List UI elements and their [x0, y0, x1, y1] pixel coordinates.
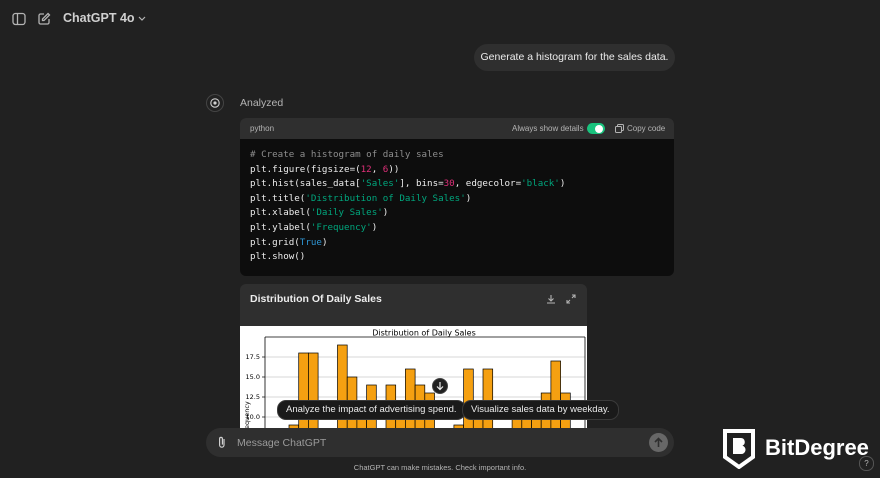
footer: ChatGPT can make mistakes. Check importa… [353, 463, 527, 472]
model-name: ChatGPT 4o [63, 11, 135, 25]
code-line: plt.xlabel('Daily Sales') [250, 207, 388, 218]
code-token: 'Distribution of Daily Sales' [305, 192, 466, 204]
code-language: python [250, 124, 275, 133]
copy-button[interactable]: Copy code [627, 124, 666, 133]
code-token: plt.show() [250, 251, 306, 263]
sidebar-toggle[interactable] [12, 12, 26, 26]
input-bar[interactable]: Message ChatGPT [206, 428, 674, 457]
code-token: 'Sales' [360, 178, 400, 190]
code-token: 6 [382, 163, 389, 175]
code-token: )) [388, 163, 400, 175]
code-line: plt.figure(figsize=(12, 6)) [250, 164, 399, 175]
code-token: plt.xlabel( [250, 207, 311, 219]
code-token: plt.hist(sales_data[ [250, 178, 361, 190]
bar [482, 368, 494, 428]
attach-icon[interactable] [217, 436, 227, 449]
bar [453, 424, 464, 428]
bar [550, 360, 561, 428]
model-selector[interactable]: ChatGPT 4o [63, 11, 146, 25]
toggle[interactable] [587, 123, 605, 134]
y-tick-label: 15.0 [246, 373, 260, 381]
toggle-label: Always show details [512, 124, 584, 133]
code-block: python Always show details Copy code # C… [240, 118, 674, 276]
new-chat[interactable] [37, 12, 51, 26]
copy-icon [615, 124, 624, 133]
code-body: # Create a histogram of daily sales plt.f… [240, 149, 674, 269]
code-token: True [299, 236, 322, 248]
code-header: python Always show details Copy code [240, 118, 674, 139]
input-placeholder: Message ChatGPT [237, 437, 327, 449]
scroll-down[interactable] [432, 378, 448, 394]
code-token: ) [382, 207, 389, 219]
code-token: , edgecolor= [454, 178, 522, 190]
code-token: ) [371, 222, 378, 233]
code-token: 'black' [521, 178, 560, 190]
code-token: # Create a histogram of daily sales [250, 149, 444, 160]
code-token: plt.title( [250, 192, 306, 204]
code-line: plt.grid(True) [250, 237, 327, 248]
bar [288, 424, 300, 428]
chart-card-title: Distribution Of Daily Sales [250, 293, 382, 305]
code-line: plt.hist(sales_data['Sales'], bins=30, e… [250, 178, 565, 189]
expand-icon[interactable] [566, 294, 576, 304]
status: Analyzed [240, 97, 284, 109]
code-token: ], bins= [399, 178, 444, 190]
assistant-avatar [206, 94, 224, 112]
chevron [138, 16, 146, 21]
help-button[interactable]: ? [859, 456, 874, 471]
code-token: ) [321, 236, 328, 248]
code-token: plt.ylabel( [250, 222, 311, 233]
code-token: plt.figure(figsize=( [250, 163, 361, 175]
code-line: plt.show() [250, 251, 305, 262]
chart-title: Distribution of Daily Sales [372, 329, 476, 338]
code-token: ) [559, 178, 566, 190]
code-token: 30 [443, 178, 455, 190]
brand-name: BitDegree [765, 435, 869, 460]
code-token: plt.grid( [250, 236, 300, 248]
toggle-knob [595, 124, 603, 133]
code-line: plt.ylabel('Frequency') [250, 222, 377, 233]
code-token: ) [465, 192, 472, 204]
suggestion-chip[interactable]: Visualize sales data by weekday. [462, 400, 619, 420]
code-line: # Create a histogram of daily sales [250, 149, 444, 160]
code-token: 'Daily Sales' [310, 207, 383, 219]
send-button[interactable] [649, 433, 668, 452]
code-token: 'Frequency' [310, 222, 372, 233]
code-token: , [371, 163, 383, 175]
bar [463, 368, 474, 428]
bar [308, 352, 319, 428]
code-line: plt.title('Distribution of Daily Sales') [250, 193, 471, 204]
y-tick-label: 17.5 [246, 353, 260, 361]
user-message: Generate a histogram for the sales data. [474, 44, 675, 71]
brand-logo [723, 429, 755, 469]
download-icon[interactable] [546, 294, 556, 304]
code-token: 12 [360, 163, 372, 175]
y-tick-label: 12.5 [246, 393, 260, 401]
user-message-text: Generate a histogram for the sales data. [480, 51, 669, 63]
bar [405, 368, 416, 428]
y-tick-label: 10.0 [246, 413, 260, 421]
suggestion-chip[interactable]: Analyze the impact of advertising spend. [277, 400, 466, 420]
y-axis-label: Frequency [243, 401, 251, 428]
